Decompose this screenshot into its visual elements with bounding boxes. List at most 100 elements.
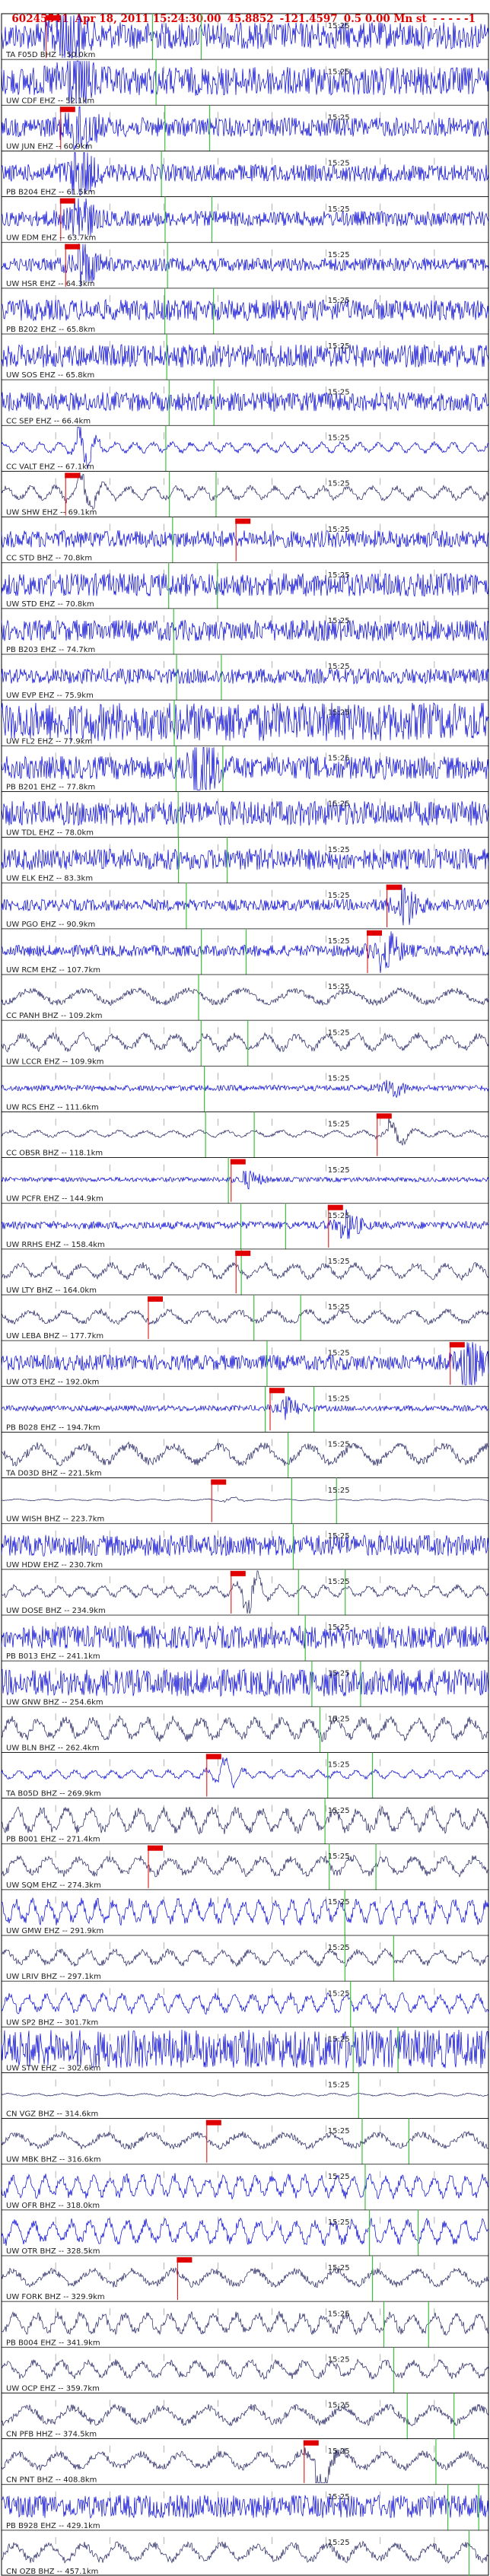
station-label: PB B204 EHZ -- 61.5km bbox=[6, 189, 95, 197]
waveform-trace bbox=[1, 848, 489, 870]
time-tick-label: 15:25 bbox=[328, 708, 350, 717]
station-label: PB B202 EHZ -- 65.8km bbox=[6, 326, 95, 334]
station-label: UW MBK BHZ -- 316.6km bbox=[6, 2156, 101, 2164]
time-tick-label: 15:25 bbox=[328, 1303, 350, 1312]
waveform-trace bbox=[1, 426, 489, 469]
waveform-trace bbox=[1, 2130, 489, 2150]
waveform-trace bbox=[1, 1441, 489, 1467]
pick-flag bbox=[59, 198, 75, 204]
waveform-trace bbox=[1, 2092, 489, 2097]
waveform-trace bbox=[1, 2310, 489, 2336]
time-tick-label: 15:25 bbox=[328, 937, 350, 946]
station-label: UW SQM EHZ -- 274.3km bbox=[6, 1881, 101, 1890]
event-depth-magnitude: 0.5 0.00 Mn st bbox=[343, 13, 427, 25]
waveform-trace bbox=[1, 2494, 489, 2519]
station-label: UW EDM EHZ -- 63.7km bbox=[6, 234, 96, 243]
station-label: UW FORK BHZ -- 329.9km bbox=[6, 2293, 105, 2301]
waveform-trace bbox=[1, 1805, 489, 1835]
time-tick-label: 15:25 bbox=[328, 1349, 350, 1357]
time-tick-label: 15:25 bbox=[328, 1029, 350, 1037]
station-label: UW PCFR EHZ -- 144.9km bbox=[6, 1195, 103, 1204]
pick-flag bbox=[367, 930, 382, 936]
waveform-trace bbox=[1, 1080, 489, 1099]
pick-flag bbox=[45, 15, 61, 21]
waveform-trace bbox=[1, 1261, 489, 1281]
pick-flag bbox=[148, 1845, 163, 1851]
pick-flag bbox=[230, 1159, 246, 1165]
pick-flag bbox=[65, 243, 81, 250]
waveform-trace bbox=[1, 1854, 489, 1878]
station-label: UW OFR BHZ -- 318.0km bbox=[6, 2202, 100, 2210]
pick-flag bbox=[59, 107, 75, 113]
time-tick-label: 15:25 bbox=[328, 755, 350, 763]
station-label: CC STD BHZ -- 70.8km bbox=[6, 555, 92, 563]
station-label: PB B928 EHZ -- 429.1km bbox=[6, 2522, 100, 2530]
pick-flag bbox=[65, 472, 81, 479]
time-tick-label: 15:25 bbox=[328, 68, 350, 76]
time-tick-label: 15:25 bbox=[328, 571, 350, 580]
waveform-trace bbox=[1, 987, 489, 1007]
waveform-trace bbox=[1, 1624, 489, 1650]
pick-flag bbox=[177, 2257, 192, 2263]
waveform-trace bbox=[1, 1897, 489, 1926]
time-tick-label: 15:25 bbox=[328, 1395, 350, 1404]
event-latitude: 45.8852 bbox=[227, 13, 274, 25]
pick-flag bbox=[205, 1754, 221, 1760]
time-tick-label: 15:25 bbox=[328, 2081, 350, 2090]
station-label: UW GNW BHZ -- 254.6km bbox=[6, 1698, 103, 1706]
station-label: PB B001 EHZ -- 271.4km bbox=[6, 1836, 100, 1844]
station-label: PB B201 EHZ -- 77.8km bbox=[6, 783, 95, 791]
pick-flag bbox=[376, 1113, 392, 1119]
waveform-trace bbox=[1, 2217, 489, 2246]
station-label: UW FL2 EHZ -- 77.9km bbox=[6, 737, 92, 746]
time-tick-label: 15:25 bbox=[328, 2173, 350, 2181]
waveform-trace bbox=[1, 702, 489, 742]
time-tick-label: 15:25 bbox=[328, 1121, 350, 1129]
station-label: UW CDF EHZ -- 52.1km bbox=[6, 97, 94, 105]
station-label: UW LCCR EHZ -- 109.9km bbox=[6, 1057, 103, 1066]
station-label: CC OBSR BHZ -- 118.1km bbox=[6, 1150, 103, 1158]
event-header: 60245511 Apr 18, 2011 15:24:30.00 45.8852-… bbox=[5, 1, 482, 25]
station-label: UW PGO EHZ -- 90.9km bbox=[6, 921, 95, 929]
station-label: PB B004 EHZ -- 341.9km bbox=[6, 2339, 100, 2347]
station-label: UW SP2 BHZ -- 301.7km bbox=[6, 2018, 98, 2027]
station-label: UW EVP EHZ -- 75.9km bbox=[6, 692, 94, 700]
waveform-trace bbox=[1, 1209, 489, 1239]
waveform-trace bbox=[1, 2358, 489, 2380]
time-tick-label: 15:25 bbox=[328, 205, 350, 214]
time-tick-label: 15:25 bbox=[328, 1807, 350, 1815]
time-tick-label: 15:25 bbox=[328, 526, 350, 534]
pick-flag bbox=[269, 1388, 285, 1394]
waveform-trace bbox=[1, 1534, 489, 1557]
waveform-trace bbox=[1, 2447, 489, 2484]
waveform-trace bbox=[1, 1757, 489, 1789]
time-tick-label: 15:25 bbox=[328, 480, 350, 488]
station-label: UW HDW EHZ -- 230.7km bbox=[6, 1561, 103, 1569]
waveform-trace bbox=[1, 14, 489, 59]
time-tick-label: 15:25 bbox=[328, 388, 350, 396]
time-tick-label: 15:25 bbox=[328, 663, 350, 671]
time-tick-label: 15:25 bbox=[328, 1258, 350, 1266]
waveform-trace bbox=[1, 152, 489, 196]
waveform-trace bbox=[1, 573, 489, 597]
time-tick-label: 15:25 bbox=[328, 1852, 350, 1861]
station-label: TA D03D BHZ -- 221.5km bbox=[5, 1470, 102, 1478]
time-tick-label: 15:25 bbox=[328, 892, 350, 900]
time-tick-label: 15:25 bbox=[328, 2127, 350, 2136]
waveform-trace bbox=[1, 2173, 489, 2200]
waveform-trace bbox=[1, 530, 489, 549]
pick-flag bbox=[327, 1204, 343, 1210]
time-tick-label: 15:25 bbox=[328, 1716, 350, 1724]
pick-flag bbox=[235, 518, 251, 524]
time-tick-label: 15:25 bbox=[328, 1532, 350, 1541]
waveform-trace bbox=[1, 106, 489, 150]
waveform-trace bbox=[1, 391, 489, 412]
event-longitude: -121.4597 bbox=[279, 13, 338, 25]
station-label: UW SHW EHZ -- 69.1km bbox=[6, 509, 97, 517]
waveform-trace bbox=[1, 1716, 489, 1742]
station-label: CC VALT EHZ -- 67.1km bbox=[6, 463, 94, 471]
time-tick-label: 15:25 bbox=[328, 2218, 350, 2227]
pick-flag bbox=[148, 1296, 163, 1302]
waveform-trace bbox=[1, 1308, 489, 1325]
time-tick-label: 15:25 bbox=[328, 800, 350, 809]
